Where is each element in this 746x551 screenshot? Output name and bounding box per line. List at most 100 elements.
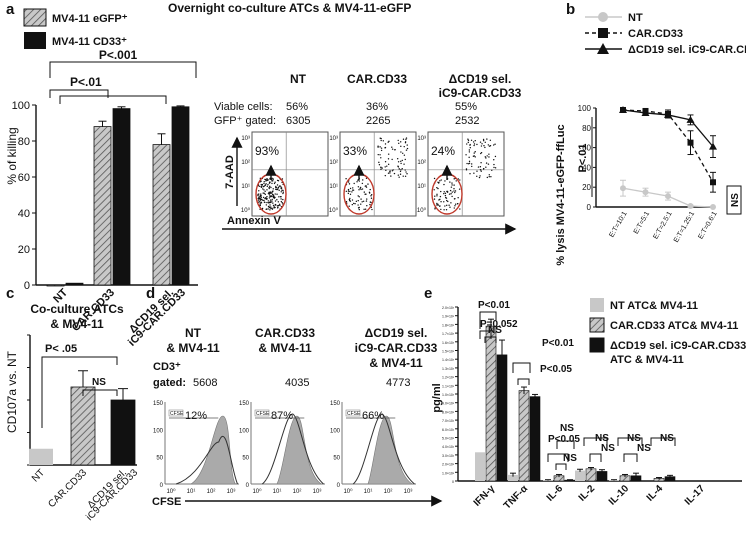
flow-x-axis-label: Annexin V [227, 215, 281, 227]
flow-event-dot [433, 198, 436, 200]
flow-event-dot [406, 144, 408, 146]
flow-event-dot [272, 194, 274, 196]
flow-tick-label: 10² [241, 160, 250, 166]
viable-cells-label: Viable cells: [214, 101, 273, 113]
flow-event-dot [262, 188, 264, 190]
flow-event-dot [361, 182, 364, 185]
flow-event-dot [487, 163, 490, 165]
flow-event-dot [469, 147, 471, 149]
flow-event-dot [268, 186, 270, 189]
flow-event-dot [489, 139, 492, 141]
flow-event-dot [402, 138, 405, 140]
flow-event-dot [472, 141, 475, 143]
b-x-tick-label: E:T=10:1 [608, 210, 628, 238]
flow-event-dot [478, 176, 481, 179]
panel-letter-b: b [566, 1, 575, 18]
e-legend-label: NT ATC& MV4-11 [610, 300, 698, 312]
flow-event-dot [269, 209, 271, 211]
flow-event-dot [365, 186, 368, 188]
flow-event-dot [264, 184, 266, 187]
flow-event-dot [440, 201, 442, 203]
flow-event-dot [267, 192, 270, 195]
flow-tick-label: 10³ [417, 136, 426, 142]
cfse-x-tick-label: 10² [293, 489, 302, 495]
flow-event-dot [380, 166, 382, 168]
flow-event-dot [486, 138, 488, 140]
flow-event-dot [282, 192, 284, 195]
flow-event-dot [348, 199, 351, 202]
flow-event-dot [378, 161, 380, 164]
panel-e-cytokine-chart: pg/ml 0 1.0×10² 2.0×10² 3.0×10² 4.0×10² 5.0×1… [431, 298, 746, 512]
flow-event-dot [267, 200, 270, 202]
flow-event-dot [278, 189, 280, 192]
flow-event-dot [361, 188, 364, 190]
b-y-tick-label: 0 [587, 203, 592, 212]
flow-event-dot [447, 200, 449, 203]
cfse-gate-percent: 66% [362, 410, 384, 422]
flow-event-dot [380, 147, 383, 149]
cfse-x-axis-label: CFSE [152, 496, 181, 508]
b-y-tick-label: 100 [578, 104, 592, 113]
flow-event-dot [454, 190, 457, 192]
flow-event-dot [382, 140, 385, 142]
cfse-x-tick-label: 10² [384, 489, 393, 495]
cfse-group-label: NT [185, 326, 202, 340]
c-y-axis-label: CD107a vs. NT [5, 350, 19, 433]
flow-event-dot [345, 201, 348, 203]
cd3-gated-value: 5608 [193, 377, 217, 389]
flow-event-dot [364, 185, 367, 187]
e-bar [518, 390, 530, 482]
e-y-tick-label: 1.7×10³ [442, 332, 455, 336]
e-annotation: NS [560, 423, 574, 434]
flow-event-dot [265, 208, 268, 210]
flow-event-dot [479, 141, 482, 143]
flow-event-dot [440, 179, 442, 181]
flow-event-dot [476, 175, 478, 178]
e-category-label: TNF-α [502, 483, 531, 512]
flow-event-dot [262, 199, 264, 201]
e-y-tick-label: 2.0×10² [442, 463, 455, 467]
flow-event-dot [436, 193, 438, 196]
flow-event-dot [272, 204, 275, 207]
flow-tick-label: 10⁰ [329, 207, 339, 214]
e-legend-swatch [589, 337, 605, 353]
flow-event-dot [384, 147, 386, 149]
flow-event-dot [262, 192, 264, 194]
flow-event-dot [470, 139, 473, 141]
e-annotation: P<0.05 [548, 434, 580, 445]
flow-event-dot [399, 173, 402, 175]
flow-event-dot [266, 185, 268, 188]
panel-a-flow-plots: NT CAR.CD33 ΔCD19 sel. iC9-CAR.CD33 Viab… [214, 72, 522, 235]
flow-event-dot [270, 207, 272, 210]
flow-event-dot [387, 153, 390, 155]
flow-event-dot [398, 176, 400, 178]
e-category-label: IFN-γ [472, 483, 498, 509]
flow-event-dot [391, 146, 393, 148]
flow-event-dot [349, 197, 351, 200]
flow-event-dot [443, 209, 445, 211]
flow-event-dot [347, 192, 350, 195]
flow-event-dot [280, 187, 283, 189]
flow-event-dot [257, 194, 259, 197]
legend-label-egfp: MV4-11 eGFP⁺ [52, 13, 128, 25]
flow-event-dot [480, 170, 482, 172]
flow-event-dot [439, 205, 441, 207]
viable-value: 36% [366, 101, 388, 113]
flow-event-dot [277, 206, 279, 209]
flow-event-dot [260, 198, 262, 201]
flow-event-dot [265, 183, 267, 185]
e-bracket [484, 336, 497, 343]
e-bracket [479, 311, 497, 329]
flow-event-dot [266, 189, 268, 191]
flow-event-dot [391, 158, 393, 161]
flow-tick-label: 10³ [329, 136, 338, 142]
flow-event-dot [444, 192, 447, 195]
flow-event-dot [267, 179, 269, 182]
flow-event-dot [397, 166, 400, 168]
flow-event-dot [387, 172, 390, 174]
flow-event-dot [345, 177, 347, 180]
cd3-gated-label: gated: [153, 377, 186, 389]
flow-event-dot [269, 204, 271, 206]
flow-event-dot [380, 168, 382, 170]
